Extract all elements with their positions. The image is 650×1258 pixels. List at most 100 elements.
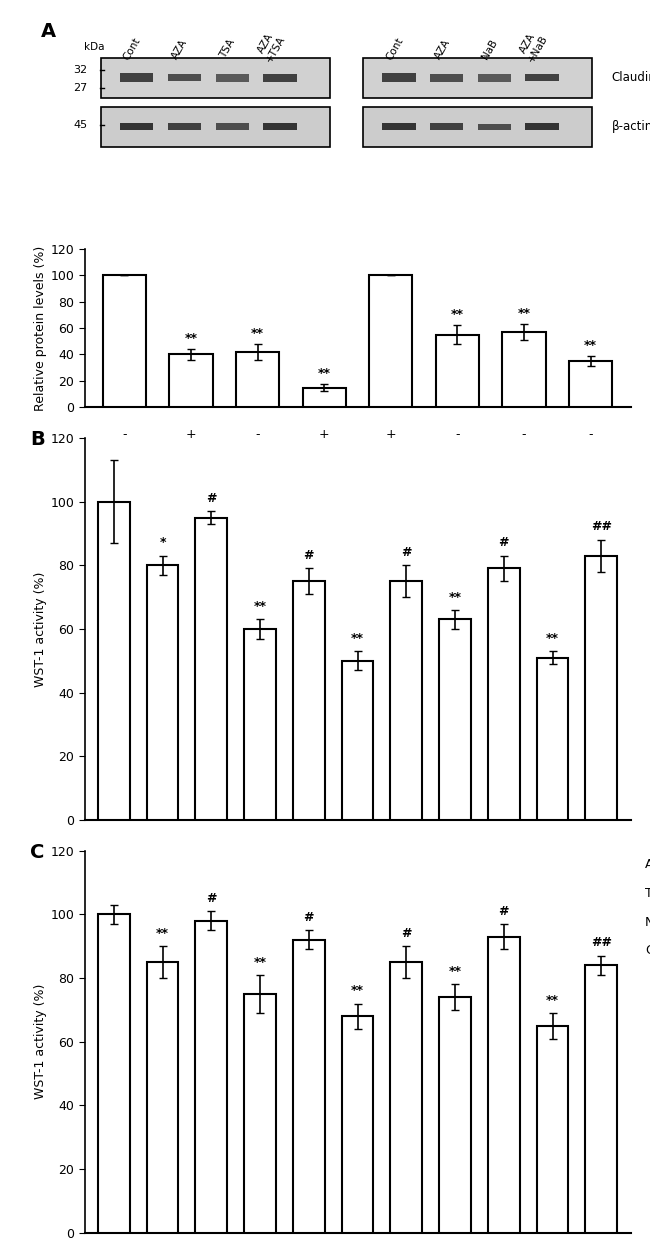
Text: -: - <box>209 887 213 899</box>
Bar <box>382 123 415 130</box>
Text: -: - <box>502 858 506 872</box>
Bar <box>586 965 617 1233</box>
Bar <box>147 565 178 820</box>
Text: -: - <box>356 945 359 957</box>
Text: β-actin: β-actin <box>612 120 650 133</box>
Text: -: - <box>112 887 116 899</box>
Text: -: - <box>389 443 393 455</box>
Text: AZA
+NaB: AZA +NaB <box>516 28 550 64</box>
Text: +: + <box>401 858 411 872</box>
Text: -: - <box>455 428 460 442</box>
Text: **: ** <box>351 632 364 645</box>
Text: NaB: NaB <box>480 38 500 60</box>
Bar <box>488 937 519 1233</box>
Bar <box>101 107 330 146</box>
Bar <box>342 1016 373 1233</box>
Text: **: ** <box>448 590 461 604</box>
Bar <box>216 123 249 130</box>
Bar <box>586 556 617 820</box>
Text: +: + <box>585 457 596 469</box>
Text: +: + <box>452 443 463 455</box>
Text: ##: ## <box>591 521 612 533</box>
Text: #: # <box>304 911 314 923</box>
Text: -: - <box>389 457 393 469</box>
Text: NaB: NaB <box>645 916 650 928</box>
Text: AZA: AZA <box>645 858 650 872</box>
Text: +: + <box>304 887 314 899</box>
Text: Claudin-2: Claudin-2 <box>645 945 650 957</box>
Text: -: - <box>161 916 164 928</box>
Text: #: # <box>206 492 216 504</box>
Bar <box>363 58 592 98</box>
Text: +: + <box>547 858 558 872</box>
Bar <box>342 660 373 820</box>
Bar <box>363 107 592 146</box>
Text: #: # <box>401 927 411 940</box>
Text: +: + <box>352 887 363 899</box>
Text: kDa: kDa <box>84 42 105 52</box>
Bar <box>293 581 324 820</box>
Text: -: - <box>307 916 311 928</box>
Text: AZA: AZA <box>170 38 190 60</box>
Text: -: - <box>522 428 526 442</box>
Text: +: + <box>385 428 396 442</box>
Bar <box>120 123 153 130</box>
Text: **: ** <box>584 338 597 352</box>
Bar <box>488 569 519 820</box>
Text: **: ** <box>546 632 559 645</box>
Text: 27: 27 <box>73 83 87 93</box>
Bar <box>369 276 413 408</box>
Text: #: # <box>499 905 509 917</box>
Text: **: ** <box>517 307 530 320</box>
Bar <box>537 1025 568 1233</box>
Text: -: - <box>455 457 460 469</box>
Text: -: - <box>502 887 506 899</box>
Text: +: + <box>206 945 216 957</box>
Text: AZA: AZA <box>432 38 452 60</box>
Text: Cont: Cont <box>384 35 405 62</box>
Text: -: - <box>122 457 127 469</box>
Y-axis label: WST-1 activity (%): WST-1 activity (%) <box>34 571 47 687</box>
Bar <box>302 387 346 408</box>
Text: -: - <box>453 858 457 872</box>
Text: +: + <box>319 443 330 455</box>
Text: -: - <box>307 858 311 872</box>
Text: -: - <box>122 443 127 455</box>
Text: -: - <box>112 945 116 957</box>
Y-axis label: Relative protein levels (%): Relative protein levels (%) <box>34 245 47 410</box>
Text: **: ** <box>451 308 464 322</box>
Text: +: + <box>547 916 558 928</box>
Bar <box>98 502 129 820</box>
Text: ##: ## <box>591 936 612 950</box>
Text: -: - <box>188 457 193 469</box>
Text: -: - <box>258 945 262 957</box>
Bar <box>293 940 324 1233</box>
Bar <box>478 74 511 82</box>
Text: +: + <box>450 916 460 928</box>
Text: -: - <box>258 858 262 872</box>
Text: -: - <box>322 457 326 469</box>
Text: -: - <box>599 887 603 899</box>
Text: +: + <box>157 858 168 872</box>
Bar <box>101 58 330 98</box>
Text: B: B <box>30 430 45 449</box>
Text: -: - <box>551 945 554 957</box>
Text: TSA: TSA <box>218 38 237 60</box>
Text: +: + <box>596 858 606 872</box>
Text: **: ** <box>156 927 169 940</box>
Text: AZA
+TSA: AZA +TSA <box>254 28 287 64</box>
Bar <box>430 123 463 130</box>
Text: -: - <box>255 457 260 469</box>
Text: +: + <box>255 887 265 899</box>
Text: +: + <box>596 916 606 928</box>
Bar <box>430 74 463 82</box>
Text: #: # <box>206 892 216 905</box>
Bar <box>98 915 129 1233</box>
Text: +: + <box>319 428 330 442</box>
Text: **: ** <box>251 327 264 340</box>
Bar <box>120 73 153 82</box>
Bar <box>236 352 280 408</box>
Text: +: + <box>519 457 529 469</box>
Text: +: + <box>519 443 529 455</box>
Text: Claudin-2: Claudin-2 <box>612 72 650 84</box>
